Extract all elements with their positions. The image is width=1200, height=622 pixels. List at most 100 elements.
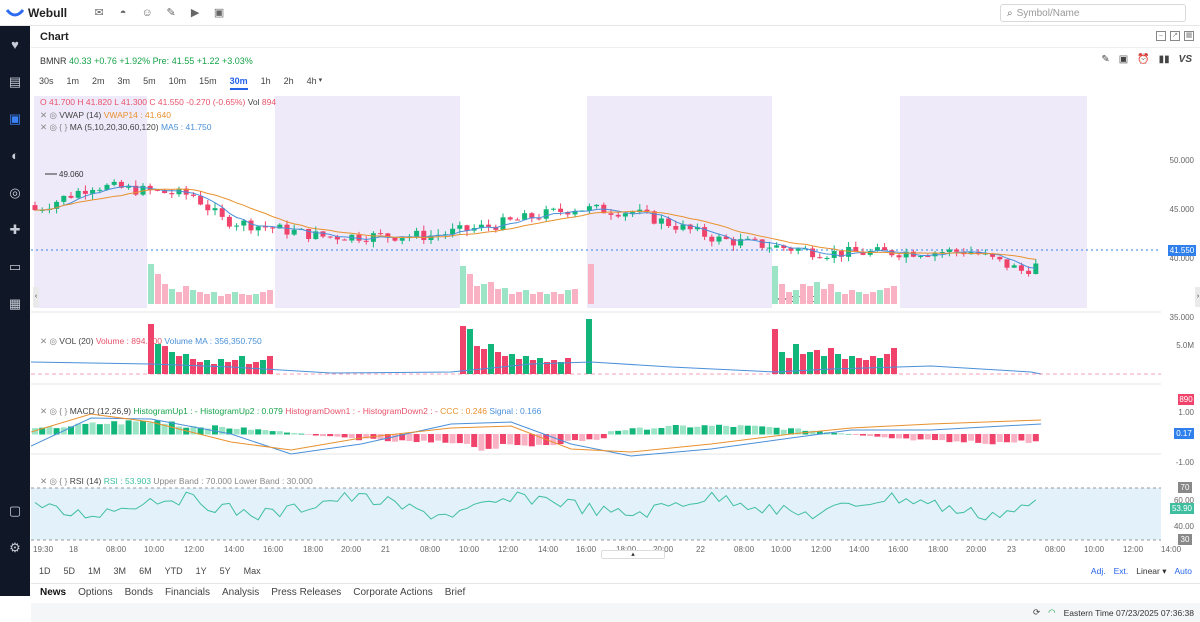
tab-options[interactable]: Options — [78, 586, 113, 598]
period-30s[interactable]: 30s — [39, 76, 54, 86]
close-icon[interactable]: ✕ — [40, 110, 48, 120]
candle-body — [752, 238, 758, 240]
eye-icon[interactable]: ◎ — [49, 336, 57, 346]
close-icon[interactable]: ✕ — [40, 476, 48, 486]
scale-select[interactable]: Linear ▾ — [1136, 566, 1167, 576]
scroll-left-icon[interactable]: ‹ — [33, 287, 39, 307]
candle-body — [82, 190, 88, 194]
candle-body — [277, 224, 283, 229]
minimize-icon[interactable]: – — [1156, 31, 1166, 41]
vol-legend[interactable]: ✕ ◎ VOL (20) Volume : 894.000 Volume MA … — [40, 336, 262, 347]
vwap-legend[interactable]: ✕ ◎ VWAP (14) VWAP14 : 41.640 — [40, 110, 171, 121]
symbol[interactable]: BMNR — [40, 56, 67, 66]
support-icon[interactable]: ☺ — [141, 6, 153, 19]
chart-svg[interactable]: 49.06037.100 — [30, 94, 1200, 544]
auto-toggle[interactable]: Auto — [1174, 566, 1193, 576]
eye-icon[interactable]: ◎ — [49, 406, 57, 416]
dashboard-icon[interactable]: ◓ — [119, 6, 127, 19]
period-15m[interactable]: 15m — [199, 76, 217, 86]
mail-icon[interactable]: ✉ — [94, 6, 104, 19]
sidebar-portfolio-icon[interactable]: ▤ — [8, 73, 22, 89]
sidebar-account-icon[interactable]: ▦ — [8, 295, 22, 311]
overlay-volume-bar — [218, 296, 224, 304]
close-icon[interactable]: ✕ — [40, 122, 48, 132]
adjusted-toggle[interactable]: Adj. — [1090, 566, 1106, 576]
candle-body — [198, 195, 204, 205]
period-2h[interactable]: 2h — [283, 76, 294, 86]
range-5d[interactable]: 5D — [63, 566, 76, 576]
macd-legend[interactable]: ✕ ◎ { } MACD (12,26,9) HistogramUp1 : - … — [40, 406, 541, 417]
rsi-legend[interactable]: ✕ ◎ { } RSI (14) RSI : 53.903 Upper Band… — [40, 476, 313, 487]
period-30m[interactable]: 30m — [229, 76, 248, 90]
candle-body — [183, 188, 189, 195]
sidebar-chart-icon[interactable]: ▣ — [8, 110, 22, 126]
sidebar-tools-icon[interactable]: ✚ — [9, 221, 21, 237]
settings-icon[interactable]: { } — [59, 476, 68, 486]
period-4h[interactable]: 4h — [306, 76, 317, 86]
tab-analysis[interactable]: Analysis — [221, 586, 260, 598]
media-icon[interactable]: ▣ — [213, 6, 225, 19]
search-placeholder: Symbol/Name — [1016, 7, 1080, 19]
alert-icon[interactable]: ⏰ — [1137, 54, 1150, 65]
candle-body — [903, 251, 909, 258]
overlay-volume-bar — [793, 290, 799, 304]
candle-type-icon[interactable]: ▮▮ — [1158, 54, 1170, 65]
tab-news[interactable]: News — [40, 586, 67, 598]
tab-bonds[interactable]: Bonds — [124, 586, 153, 598]
period-1h[interactable]: 1h — [260, 76, 271, 86]
eye-icon[interactable]: ◎ — [49, 122, 57, 132]
range-max[interactable]: Max — [243, 566, 261, 576]
pen-icon[interactable]: ✎ — [1101, 54, 1110, 65]
app-logo[interactable]: Webull — [6, 6, 67, 20]
notes-icon[interactable]: ✎ — [166, 6, 176, 19]
candle-body — [414, 230, 420, 237]
close-icon[interactable]: ✕ — [40, 406, 48, 416]
sidebar-markets-icon[interactable]: ◐ — [11, 148, 19, 163]
layout-icon[interactable]: ▦ — [1184, 31, 1194, 41]
range-1m[interactable]: 1M — [88, 566, 101, 576]
tab-financials[interactable]: Financials — [164, 586, 210, 598]
sidebar-settings-icon[interactable]: ⚙ — [9, 539, 21, 555]
settings-icon[interactable]: { } — [59, 406, 68, 416]
range-3m[interactable]: 3M — [113, 566, 127, 576]
video-icon[interactable]: ▶ — [190, 6, 200, 19]
tab-press-releases[interactable]: Press Releases — [271, 586, 342, 598]
collapse-panel-button[interactable]: ▴ — [601, 550, 665, 559]
overlay-volume-bar — [516, 292, 522, 304]
macd-bar — [636, 427, 643, 435]
period-2m[interactable]: 2m — [92, 76, 105, 86]
range-ytd[interactable]: YTD — [164, 566, 183, 576]
ma-legend[interactable]: ✕ ◎ { } MA (5,10,20,30,60,120) MA5 : 41.… — [40, 122, 212, 133]
scroll-right-icon[interactable]: › — [1195, 287, 1200, 307]
settings-icon[interactable]: { } — [59, 122, 68, 132]
compare-icon[interactable]: VS — [1178, 54, 1192, 65]
period-10m[interactable]: 10m — [168, 76, 187, 86]
period-3m[interactable]: 3m — [117, 76, 131, 86]
range-1d[interactable]: 1D — [39, 566, 51, 576]
extended-toggle[interactable]: Ext. — [1113, 566, 1129, 576]
chart-area[interactable]: 49.06037.100 O 41.700 H 41.820 L 41.300 … — [30, 94, 1200, 554]
range-6m[interactable]: 6M — [139, 566, 152, 576]
period-1m[interactable]: 1m — [66, 76, 80, 86]
macd-line — [30, 417, 1042, 457]
period-more-icon[interactable]: ▾ — [318, 77, 323, 84]
close-icon[interactable]: ✕ — [40, 336, 48, 346]
candle-body — [997, 256, 1003, 260]
bottom-tabs: News Options Bonds Financials Analysis Press … — [31, 583, 1200, 600]
period-5m[interactable]: 5m — [143, 76, 156, 86]
range-1y[interactable]: 1Y — [195, 566, 207, 576]
macd-bar — [240, 427, 247, 435]
indicator-icon[interactable]: ▣ — [1118, 54, 1129, 65]
sidebar-messages-icon[interactable]: ▢ — [8, 502, 22, 518]
sidebar-watchlist-icon[interactable]: ♥ — [11, 37, 19, 52]
range-5y[interactable]: 5Y — [219, 566, 231, 576]
sidebar-screener-icon[interactable]: ◎ — [9, 184, 21, 200]
refresh-icon[interactable]: ⟳ — [1033, 607, 1041, 617]
tab-brief[interactable]: Brief — [444, 586, 466, 598]
popout-icon[interactable]: ↗ — [1170, 31, 1180, 41]
tab-corporate-actions[interactable]: Corporate Actions — [353, 586, 433, 598]
eye-icon[interactable]: ◎ — [49, 110, 57, 120]
sidebar-wallet-icon[interactable]: ▭ — [8, 258, 22, 274]
eye-icon[interactable]: ◎ — [49, 476, 57, 486]
search-input[interactable]: ⌕ Symbol/Name — [1000, 4, 1186, 22]
